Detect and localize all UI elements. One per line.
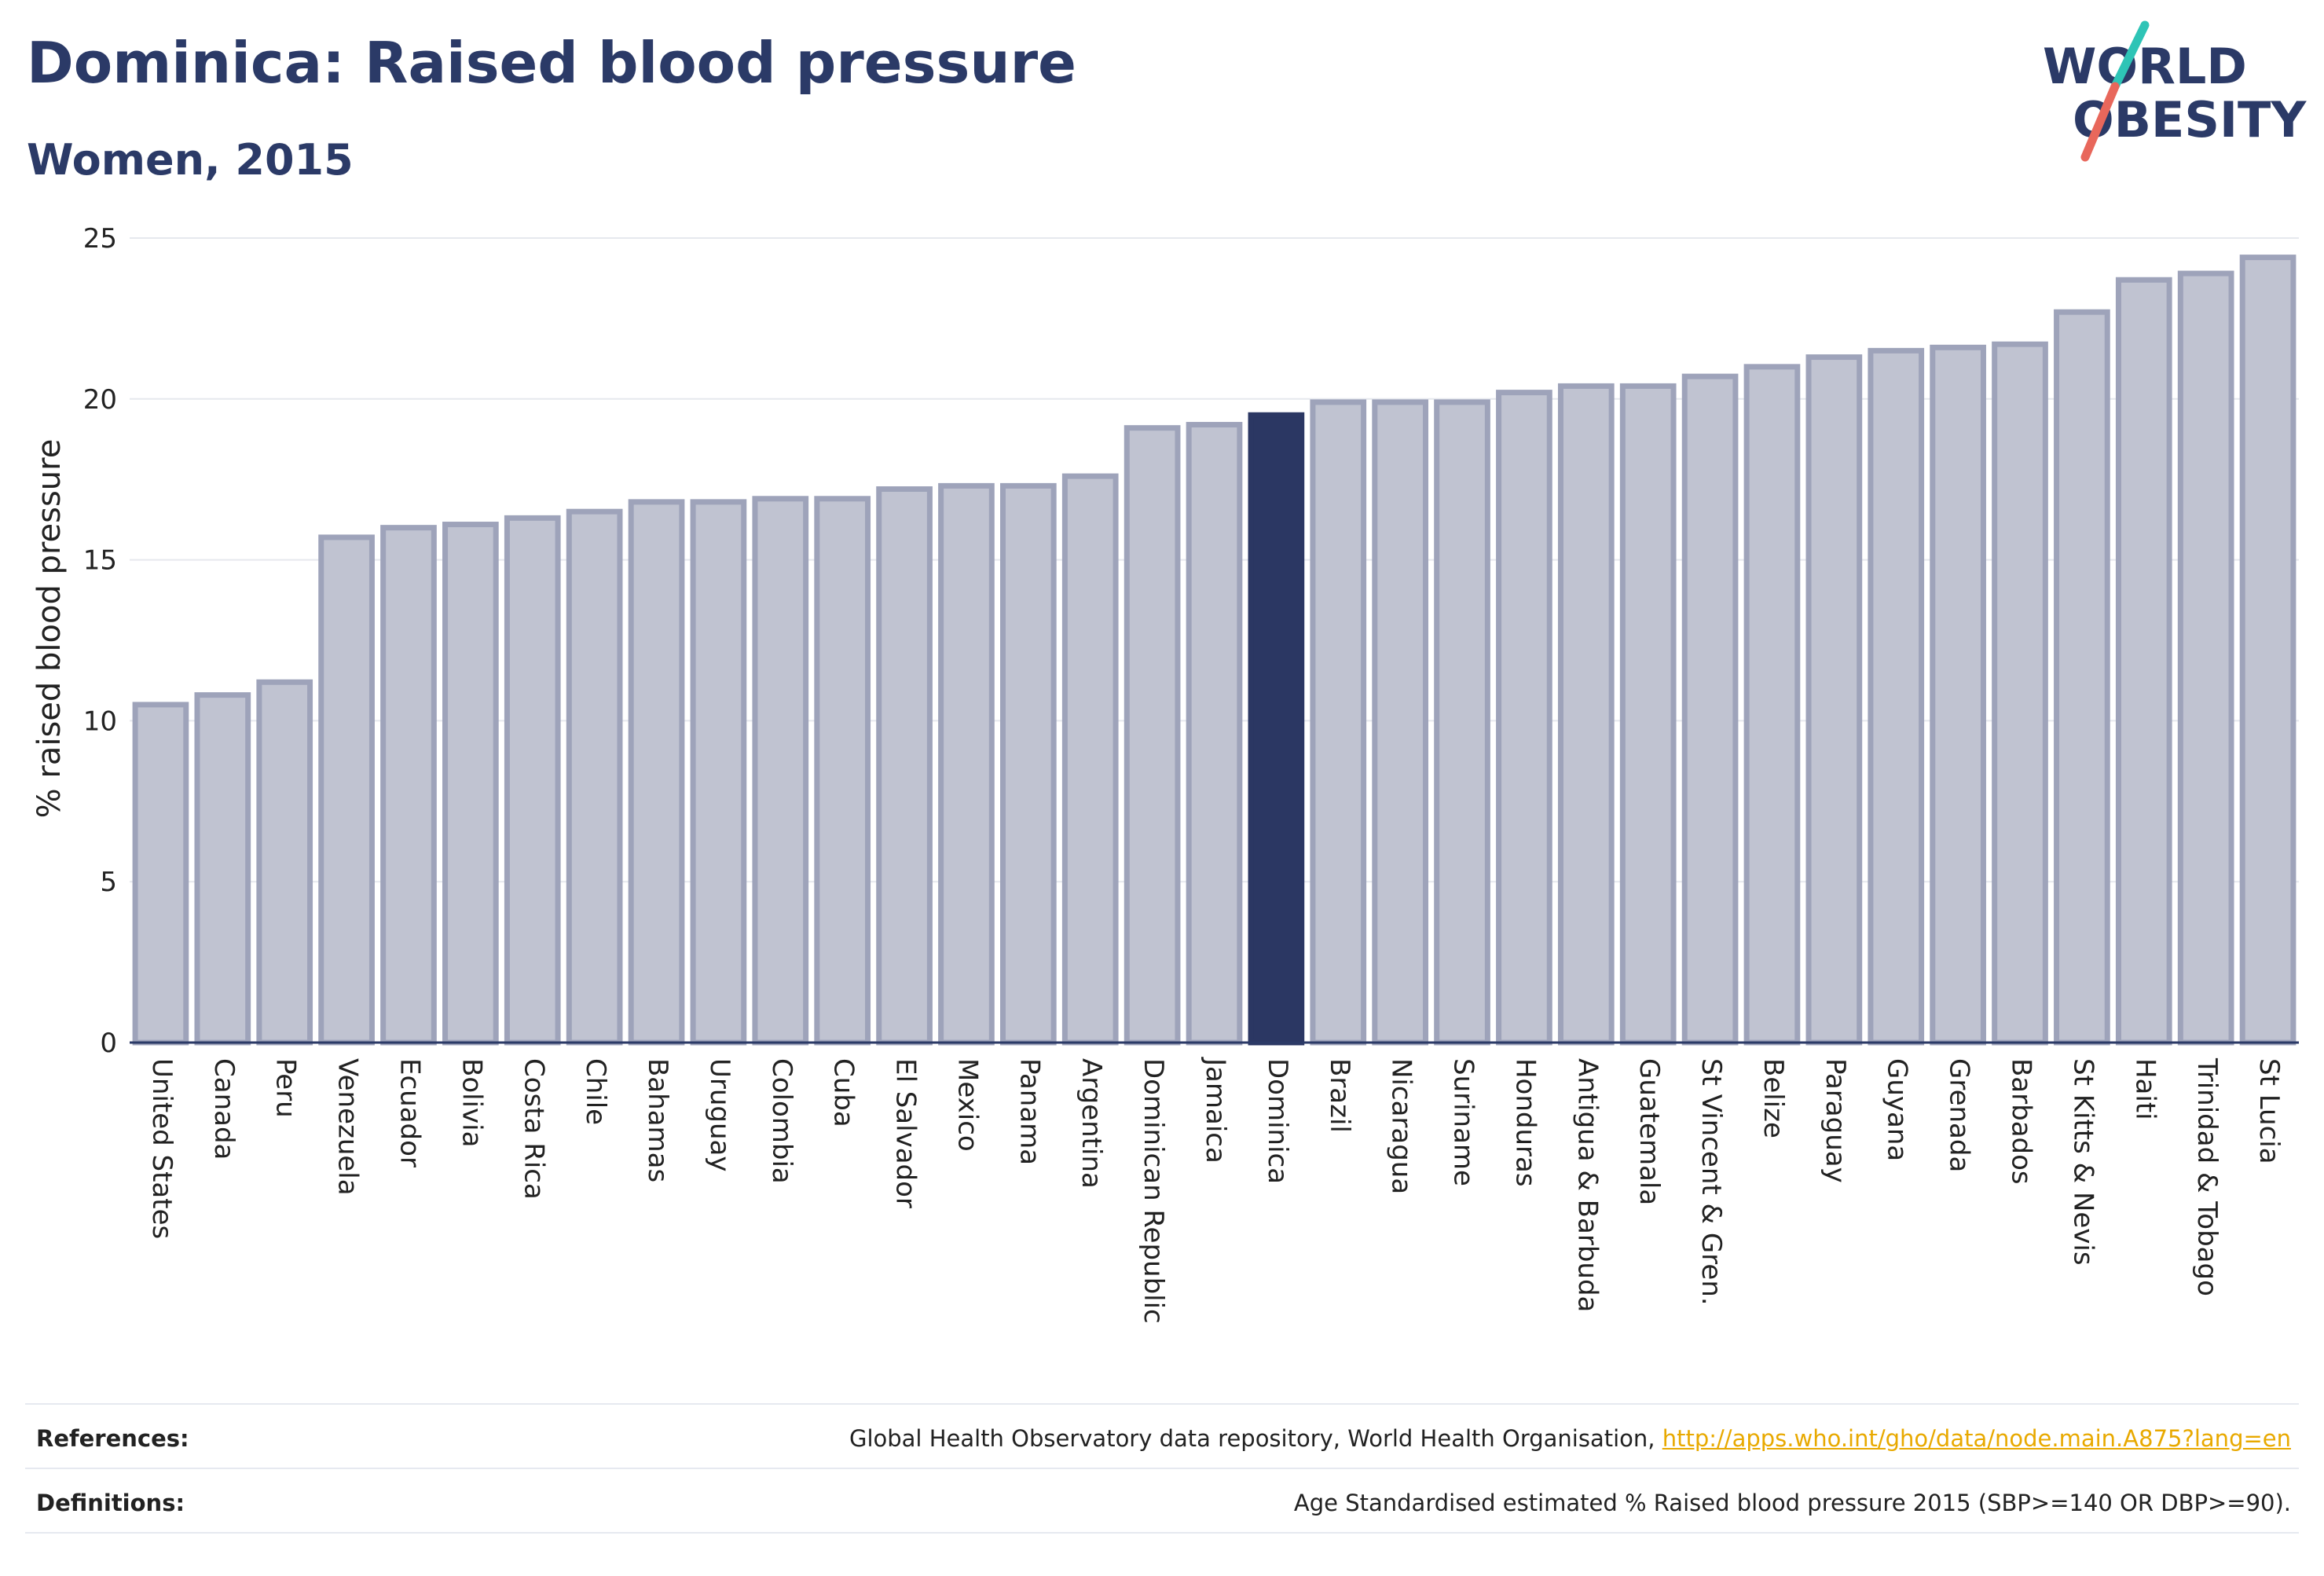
x-tick-label: Mexico: [951, 1058, 983, 1152]
definitions-text: Age Standardised estimated % Raised bloo…: [1293, 1490, 2291, 1516]
x-tick-label: St Kitts & Nevis: [2067, 1058, 2099, 1266]
footer-divider-bottom: [25, 1532, 2299, 1534]
bar: [2054, 309, 2110, 1046]
chart-title: Dominica: Raised blood pressure: [27, 30, 1076, 96]
bar: [628, 499, 685, 1046]
y-tick-label: 15: [83, 545, 117, 577]
x-tick-label: Honduras: [1509, 1058, 1541, 1187]
bar: [566, 508, 623, 1046]
y-tick-label: 0: [100, 1028, 117, 1059]
x-tick-labels: United States Canada Peru Venezuela Ecuador B…: [146, 1057, 2285, 1324]
bar: [2115, 277, 2172, 1046]
x-tick-label: Peru: [270, 1058, 302, 1118]
bar: [1061, 473, 1119, 1046]
footer-divider-middle: [25, 1468, 2299, 1469]
bar: [814, 496, 871, 1046]
bar: [2177, 270, 2234, 1046]
x-tick-label: Trinidad & Tobago: [2191, 1057, 2223, 1296]
x-tick-label: Bahamas: [642, 1058, 673, 1182]
bar: [132, 702, 189, 1046]
logo-line1: WORLD: [2043, 38, 2247, 95]
bar: [1124, 425, 1181, 1046]
x-tick-label: Colombia: [766, 1058, 797, 1184]
y-tick-label: 5: [100, 867, 117, 898]
bar-highlighted: [1248, 412, 1305, 1046]
bar: [1619, 383, 1677, 1046]
x-tick-label: Guatemala: [1633, 1058, 1665, 1205]
y-tick-label: 10: [83, 706, 117, 737]
bar: [690, 499, 747, 1046]
bar: [1930, 344, 1986, 1046]
x-tick-label: Belize: [1758, 1058, 1789, 1138]
bar: [999, 482, 1057, 1046]
logo-slash-coral: [2080, 82, 2120, 162]
bar: [256, 679, 313, 1046]
x-tick-label: Suriname: [1448, 1058, 1479, 1186]
x-tick-label: United States: [146, 1058, 178, 1239]
bar: [380, 525, 437, 1046]
definitions-label: Definitions:: [36, 1490, 185, 1516]
bar: [2239, 255, 2297, 1046]
bar: [1681, 373, 1739, 1046]
x-tick-label: Antigua & Barbuda: [1571, 1058, 1603, 1312]
x-tick-label: Argentina: [1076, 1058, 1107, 1189]
bar: [1434, 399, 1490, 1046]
x-tick-label: Chile: [580, 1058, 611, 1125]
bar: [938, 482, 995, 1046]
bar: [1310, 399, 1367, 1046]
bar: [504, 515, 561, 1046]
x-tick-label: Guyana: [1882, 1058, 1913, 1161]
references-label: References:: [36, 1425, 189, 1452]
x-tick-label: Costa Rica: [518, 1058, 549, 1200]
bar: [1868, 347, 1925, 1046]
x-tick-label: Ecuador: [394, 1058, 425, 1167]
bar: [876, 486, 933, 1046]
x-tick-label: Bolivia: [456, 1058, 487, 1147]
x-tick-label: Grenada: [1944, 1058, 1975, 1172]
references-link[interactable]: http://apps.who.int/gho/data/node.main.A…: [1662, 1425, 2291, 1452]
x-tick-label: Barbados: [2006, 1058, 2037, 1185]
x-tick-label: Paraguay: [1820, 1058, 1851, 1183]
x-tick-label: Dominica: [1262, 1058, 1293, 1184]
x-tick-label: Jamaica: [1200, 1057, 1231, 1164]
x-tick-label: Brazil: [1324, 1058, 1355, 1133]
y-axis-label: % raised blood pressure: [31, 439, 68, 819]
x-tick-label: Uruguay: [704, 1058, 735, 1172]
x-tick-label: Nicaragua: [1386, 1058, 1417, 1194]
bar: [318, 534, 375, 1046]
bar-chart: 0 5 10 15 20 25 United States Canada Peru Venezu…: [31, 223, 2299, 1324]
footer-divider-top: [25, 1403, 2299, 1405]
logo-slash-teal: [2110, 20, 2150, 91]
bar: [1496, 390, 1552, 1046]
x-tick-label: El Salvador: [890, 1058, 922, 1208]
bar: [1743, 364, 1801, 1046]
world-obesity-logo: WORLD OBESITY: [2043, 20, 2307, 162]
y-tick-label: 20: [83, 384, 117, 416]
bar: [1372, 399, 1429, 1046]
x-tick-label: St Vincent & Gren.: [1695, 1058, 1727, 1306]
y-tick-label: 25: [83, 223, 117, 255]
bars: [132, 255, 2297, 1046]
references-text: Global Health Observatory data repositor…: [849, 1425, 2291, 1452]
y-tick-labels: 0 5 10 15 20 25: [83, 223, 117, 1059]
x-tick-label: Dominican Republic: [1138, 1058, 1169, 1324]
bar: [752, 496, 809, 1046]
references-source: Global Health Observatory data repositor…: [849, 1425, 1662, 1452]
chart-subtitle: Women, 2015: [27, 135, 354, 185]
bar: [1805, 354, 1863, 1046]
x-tick-label: Haiti: [2129, 1058, 2161, 1120]
x-tick-label: Panama: [1014, 1058, 1045, 1165]
x-tick-label: Venezuela: [332, 1058, 364, 1196]
bar: [194, 692, 251, 1046]
bar: [442, 522, 499, 1046]
bar: [1557, 383, 1615, 1046]
bar: [1186, 422, 1243, 1046]
x-tick-label: St Lucia: [2253, 1058, 2285, 1164]
x-tick-label: Canada: [208, 1058, 240, 1160]
x-tick-label: Cuba: [828, 1058, 860, 1127]
bar: [1992, 341, 2048, 1046]
